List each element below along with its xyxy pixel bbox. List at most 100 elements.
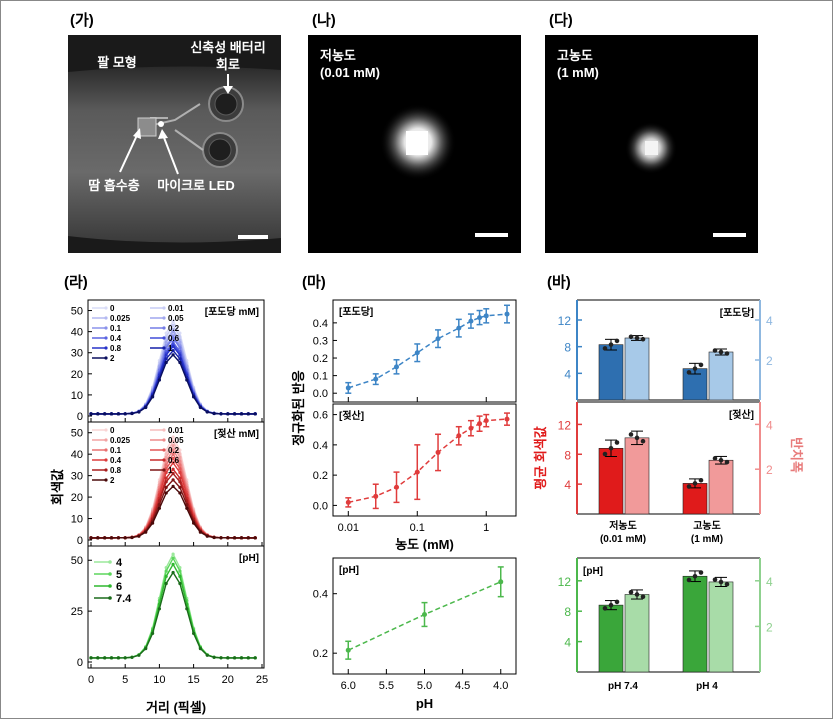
data-point	[171, 444, 175, 448]
legend-label: 0.2	[168, 446, 180, 455]
data-point	[178, 459, 182, 463]
data-point	[171, 336, 175, 340]
data-point	[212, 655, 216, 659]
replicate-point	[602, 346, 608, 351]
legend-label: 2	[110, 476, 115, 485]
y-tick-label: 10	[71, 390, 83, 402]
bar-mean-gray	[682, 575, 708, 673]
legend-label: 0.4	[110, 456, 122, 465]
replicate-point	[686, 370, 692, 375]
legend: 0 0.01 0.025 0.05 0.1 0.2 0.4 0.6 0.8 1 2	[92, 426, 184, 485]
data-point	[151, 521, 155, 525]
data-point	[171, 484, 175, 488]
bar-mean-gray	[682, 483, 708, 515]
response-plot-glucose: 0.0 0.1 0.2 0.3 0.4 [포도당]	[313, 299, 517, 403]
data-point	[233, 412, 237, 416]
y-tick-label-right: 2	[766, 354, 773, 368]
replicate-point	[614, 440, 620, 445]
data-point	[178, 485, 182, 489]
replicate-point	[712, 577, 718, 582]
data-point	[96, 536, 100, 540]
y-tick-label: 30	[71, 471, 83, 483]
arrow-icon	[158, 129, 168, 139]
data-point	[483, 313, 489, 319]
data-point	[422, 612, 427, 618]
data-point	[123, 412, 127, 416]
y-tick-label: 40	[71, 449, 83, 461]
data-point	[151, 631, 155, 636]
panel-label-na: (나)	[312, 12, 336, 29]
data-point	[164, 480, 168, 484]
inset-label: [pH]	[583, 566, 603, 577]
x-tick-label: 6.0	[341, 680, 356, 692]
battery-circuit	[137, 86, 244, 168]
legend-marker	[108, 584, 112, 588]
legend-label: 0.4	[110, 334, 122, 343]
x-tick-label: 15	[187, 674, 199, 686]
data-point	[498, 579, 504, 585]
bar-fwhm	[708, 581, 734, 673]
bar-chart-lactate: 4 8 12 2 4 [젖산] 저농도 (0.01 mM) 고농도 (1 mM) 평균 회색값 반치폭	[533, 401, 804, 545]
y-tick-label: 4	[564, 636, 571, 650]
data-point	[171, 471, 175, 476]
x-axis-label: 농도 (mM)	[395, 537, 454, 552]
x-tick-label: 0.01	[338, 522, 359, 534]
inset-label: [포도당]	[720, 306, 754, 319]
data-point	[89, 656, 93, 660]
data-point	[477, 421, 483, 427]
x-tick-label: 5.0	[417, 680, 432, 692]
data-point	[171, 452, 175, 456]
data-point	[468, 318, 474, 324]
replicate-point	[692, 366, 698, 371]
replicate-point	[614, 599, 620, 605]
legend-label: 6	[116, 581, 122, 593]
y-tick-label: 0	[77, 657, 83, 669]
replicate-point	[634, 435, 640, 441]
y-axis-label-left: 평균 회색값	[533, 426, 548, 489]
legend-label: 0.025	[110, 314, 131, 323]
legend-label: 4	[116, 557, 123, 569]
legend-marker	[162, 316, 166, 320]
data-point	[435, 449, 441, 455]
data-point	[171, 448, 175, 452]
bar-fwhm	[624, 337, 650, 401]
data-point	[178, 360, 182, 365]
bar-mean-gray	[598, 344, 624, 401]
data-point	[239, 536, 244, 540]
legend-label: 0.6	[168, 334, 180, 343]
sweat-layer-label: 땀 흡수층	[88, 178, 139, 193]
legend-marker	[162, 306, 166, 310]
y-tick-label: 12	[558, 314, 572, 328]
y-tick-label: 4	[564, 478, 571, 492]
y-tick-label: 10	[71, 514, 83, 526]
x-tick-label: 0.1	[410, 522, 425, 534]
series-line	[91, 472, 256, 539]
low-conc-value: (0.01 mM)	[320, 65, 380, 80]
arrow-icon	[133, 128, 141, 139]
replicate-point	[608, 342, 614, 347]
series-line	[91, 345, 256, 415]
panel-label-da: (다)	[549, 12, 573, 29]
data-point	[504, 311, 510, 317]
data-point	[130, 535, 134, 540]
y-tick-label: 25	[71, 606, 83, 618]
series-line	[91, 353, 256, 415]
inset-label: [젖산 mM]	[214, 427, 259, 440]
panel-label-ma: (마)	[302, 274, 326, 291]
data-point	[185, 506, 189, 510]
data-point	[109, 536, 114, 540]
low-conc-title: 저농도	[320, 48, 356, 63]
replicate-point	[634, 335, 640, 341]
data-point	[164, 452, 168, 456]
legend-marker	[104, 306, 108, 310]
data-point	[345, 647, 351, 653]
legend-marker	[104, 428, 108, 432]
legend-label: 0.01	[168, 304, 184, 313]
data-point	[123, 536, 127, 540]
y-tick-label: 12	[558, 575, 572, 589]
replicate-point	[640, 438, 646, 444]
y-tick-label: 8	[564, 605, 571, 619]
plot-frame	[332, 403, 517, 517]
